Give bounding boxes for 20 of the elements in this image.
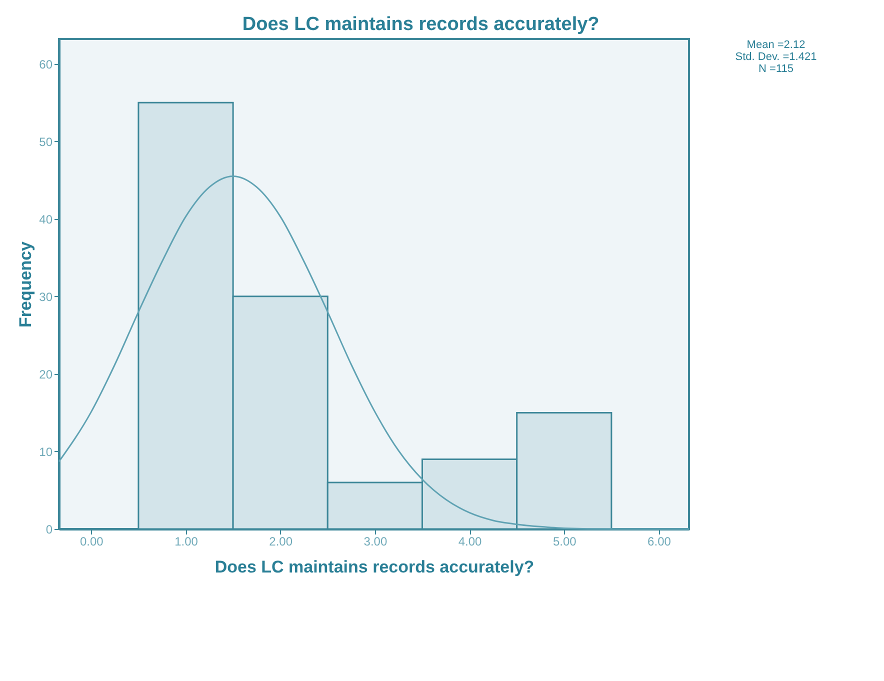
text: Std. Dev. =1.421 [735,51,817,63]
text: N =115 [758,63,794,75]
y-tick-label: 40 [39,212,53,226]
x-tick-label: 6.00 [648,534,672,548]
x-axis-title: Does LC maintains records accurately? [214,558,534,576]
chart-title: Does LC maintains records accurately? [242,14,600,35]
y-axis-title: Frequency [16,240,36,328]
y-tick-label: 60 [39,57,53,72]
y-tick-label: 10 [39,444,53,459]
x-tick-label: 2.00 [269,534,293,548]
x-tick-label: 1.00 [174,534,198,548]
x-tick-label: 3.00 [364,534,388,548]
y-tick-label: 20 [39,367,53,382]
x-tick-label: 0.00 [80,534,104,548]
x-tick-label: 4.00 [458,534,482,548]
x-tick-label: 5.00 [552,534,577,548]
text: Mean =2.12 [746,39,806,51]
y-tick-label: 0 [46,522,53,536]
y-tick-label: 50 [39,134,53,149]
y-tick-label: 30 [39,290,53,304]
